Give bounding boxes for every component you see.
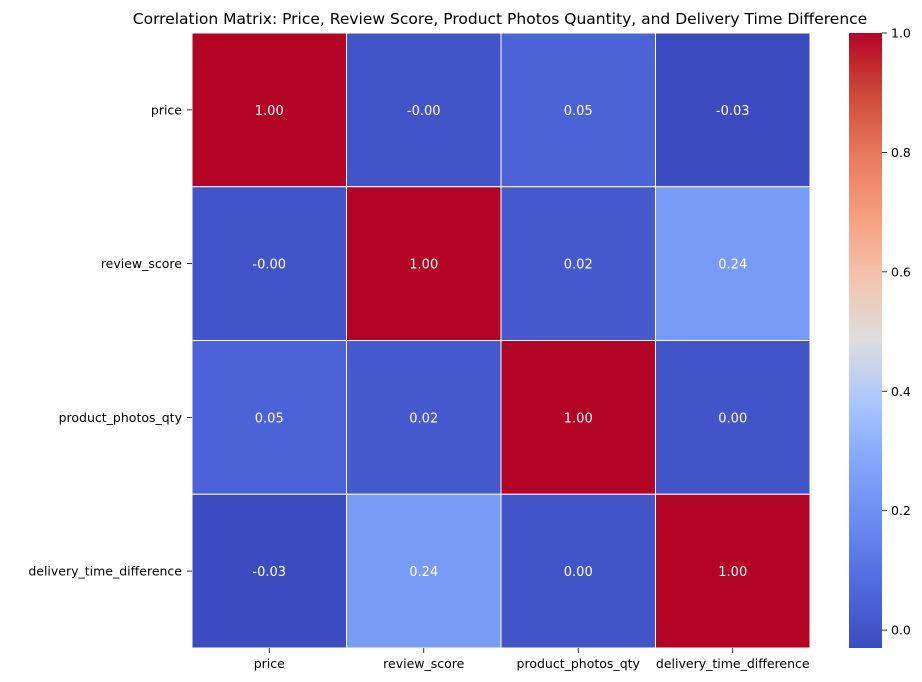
cell-annotation-1-1: 1.00 — [409, 258, 438, 273]
cell-annotation-1-2: 0.02 — [564, 258, 593, 273]
heatmap-cell-0-1 — [346, 32, 502, 188]
chart-title: Correlation Matrix: Price, Review Score,… — [133, 10, 867, 28]
heatmap-cell-1-2 — [500, 186, 656, 341]
heatmap-cell-3-2 — [500, 493, 656, 649]
colorbar-tick-label-5: 1.0 — [891, 26, 911, 41]
heatmap-annotations: 1.00 -0.00 0.05 -0.03 -0.00 1.00 0.02 0.24 0.05 0… — [252, 104, 749, 580]
x-axis-ticks: price review_score product_photos_qty deliv… — [254, 648, 810, 671]
heatmap-cell-0-3 — [655, 32, 811, 188]
cell-annotation-3-1: 0.24 — [409, 565, 438, 580]
cell-annotation-0-3: -0.03 — [716, 104, 750, 119]
heatmap-cells — [191, 32, 811, 649]
x-tick-label-1: review_score — [383, 656, 464, 671]
cell-annotation-1-0: -0.00 — [252, 258, 286, 273]
cell-annotation-0-1: -0.00 — [407, 104, 441, 119]
cell-annotation-2-3: 0.00 — [718, 411, 747, 426]
cell-annotation-3-0: -0.03 — [252, 565, 286, 580]
cell-annotation-2-2: 1.00 — [564, 411, 593, 426]
heatmap-cell-0-2 — [500, 32, 656, 188]
colorbar — [849, 33, 882, 648]
colorbar-tick-label-1: 0.2 — [891, 503, 911, 518]
y-tick-label-0: price — [151, 102, 182, 117]
x-tick-label-0: price — [254, 656, 285, 671]
colorbar-tick-label-3: 0.6 — [891, 264, 911, 279]
x-tick-label-2: product_photos_qty — [517, 656, 641, 671]
heatmap-cell-2-3 — [655, 340, 811, 495]
y-tick-label-2: product_photos_qty — [59, 410, 183, 425]
y-axis-ticks: price review_score product_photos_qtydeliv… — [28, 102, 192, 579]
cell-annotation-0-2: 0.05 — [564, 104, 593, 119]
heatmap-cell-1-1 — [346, 186, 502, 341]
colorbar-ticks: 0.0 0.2 0.4 0.6 0.8 1.0 — [882, 26, 911, 638]
y-tick-label-1: review_score — [101, 256, 182, 271]
y-tick-label-3: delivery_time_difference — [28, 564, 182, 579]
colorbar-tick-label-2: 0.4 — [891, 384, 911, 399]
cell-annotation-3-3: 1.00 — [718, 565, 747, 580]
colorbar-tick-label-0: 0.0 — [891, 623, 911, 638]
cell-annotation-3-2: 0.00 — [564, 565, 593, 580]
cell-annotation-2-1: 0.02 — [409, 411, 438, 426]
cell-annotation-1-3: 0.24 — [718, 258, 747, 273]
cell-annotation-2-0: 0.05 — [255, 411, 284, 426]
x-tick-label-3: delivery_time_difference — [656, 656, 810, 671]
heatmap-cell-0-0 — [191, 32, 347, 188]
heatmap-cell-3-0 — [191, 493, 347, 649]
colorbar-tick-label-4: 0.8 — [891, 145, 911, 160]
heatmap-cell-2-1 — [346, 340, 502, 495]
heatmap-cell-1-3 — [655, 186, 811, 341]
cell-annotation-0-0: 1.00 — [255, 104, 284, 119]
heatmap-cell-3-3 — [655, 493, 811, 649]
heatmap-cell-1-0 — [191, 186, 347, 341]
heatmap-cell-3-1 — [346, 493, 502, 649]
